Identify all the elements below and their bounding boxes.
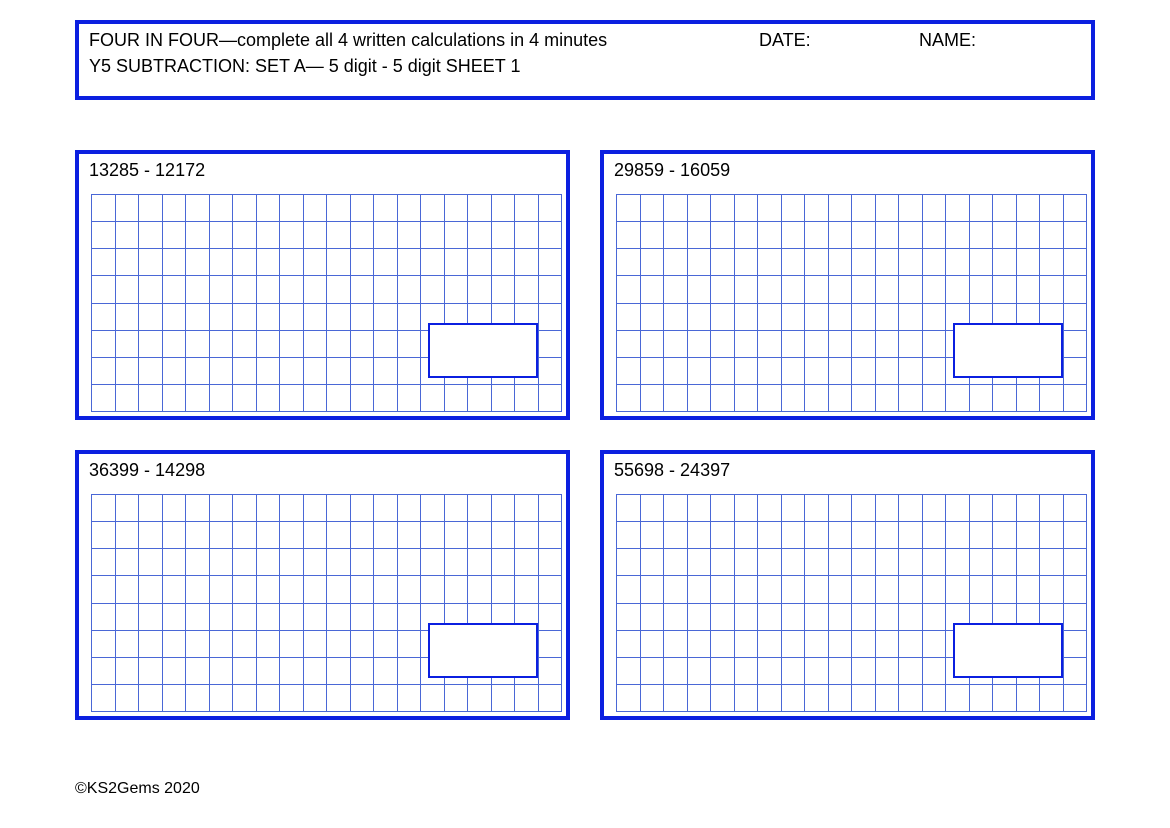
problem-label: 36399 - 14298	[89, 460, 205, 481]
header-date-label: DATE:	[759, 30, 811, 51]
problem-label: 55698 - 24397	[614, 460, 730, 481]
answer-box[interactable]	[953, 623, 1063, 678]
problem-box-3: 36399 - 14298	[75, 450, 570, 720]
header-box: FOUR IN FOUR—complete all 4 written calc…	[75, 20, 1095, 100]
work-grid[interactable]	[91, 194, 562, 412]
header-line1: FOUR IN FOUR—complete all 4 written calc…	[89, 30, 607, 51]
problem-box-4: 55698 - 24397	[600, 450, 1095, 720]
answer-box[interactable]	[428, 323, 538, 378]
problem-label: 13285 - 12172	[89, 160, 205, 181]
problem-label: 29859 - 16059	[614, 160, 730, 181]
header-name-label: NAME:	[919, 30, 976, 51]
answer-box[interactable]	[953, 323, 1063, 378]
work-grid[interactable]	[91, 494, 562, 712]
header-line2: Y5 SUBTRACTION: SET A— 5 digit - 5 digit…	[89, 56, 520, 77]
answer-box[interactable]	[428, 623, 538, 678]
problem-box-1: 13285 - 12172	[75, 150, 570, 420]
work-grid[interactable]	[616, 494, 1087, 712]
work-grid[interactable]	[616, 194, 1087, 412]
problem-box-2: 29859 - 16059	[600, 150, 1095, 420]
footer-copyright: ©KS2Gems 2020	[75, 780, 200, 798]
